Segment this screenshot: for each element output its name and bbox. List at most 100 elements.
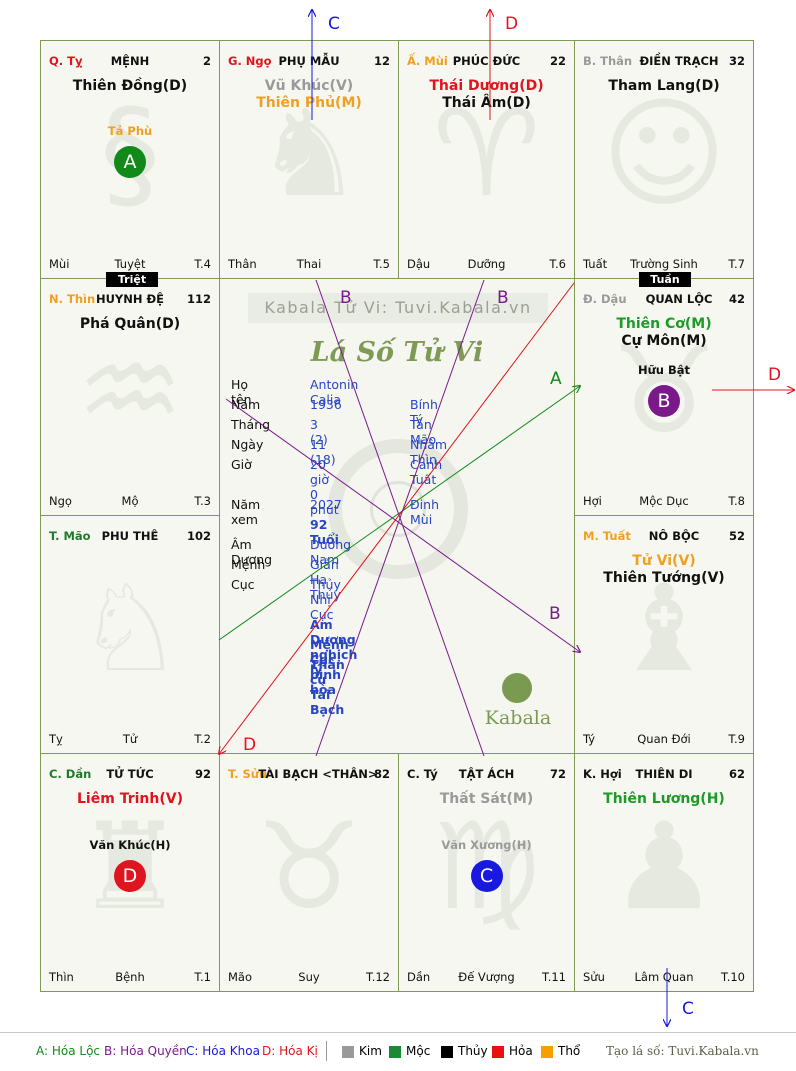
minor-star: Văn Xương(H)	[441, 838, 532, 852]
palace-number: 92	[194, 767, 211, 781]
foot-right: T.7	[728, 257, 745, 271]
foot-left: Thìn	[49, 970, 74, 984]
palace-stem: C. Dần	[49, 767, 92, 781]
foot-center: Tuyệt	[114, 257, 146, 271]
palace-number: 32	[728, 54, 745, 68]
row-label: Năm	[231, 397, 261, 412]
ox-icon: ♉	[255, 797, 363, 937]
row-label: Cục	[231, 577, 255, 592]
foot-right: T.12	[366, 970, 390, 984]
palace-tai-bach: ♉ T. Sửu TÀI BẠCH <THÂN> 82 Mão Suy T.12	[219, 753, 399, 992]
foot-center: Thai	[296, 257, 322, 271]
palace-stem: Ấ. Mùi	[407, 54, 448, 68]
row-value: Thủy Nhị Cục	[310, 577, 341, 622]
palace-number: 72	[549, 767, 566, 781]
goat-icon: ♈	[432, 84, 541, 224]
foot-left: Sửu	[583, 970, 605, 984]
minor-star: Hữu Bật	[637, 363, 691, 377]
arrow-label-c-bottom: C	[682, 999, 694, 1019]
palace-no-boc: ♝ M. Tuất NÔ BỘC 52 Tử Vi(V) Thiên Tướng(V…	[574, 515, 754, 754]
legend-moc: Mộc	[406, 1044, 431, 1058]
legend-hoa-loc: A: Hóa Lộc	[36, 1044, 101, 1058]
foot-center: Trường Sinh	[630, 257, 698, 271]
dog-icon: ♝	[610, 559, 718, 699]
hoa-khoa-badge: C	[470, 860, 503, 892]
foot-right: T.9	[728, 732, 745, 746]
foot-center: Bệnh	[115, 970, 145, 984]
palace-name: MỆNH	[110, 54, 150, 68]
main-star: Vũ Khúc(V)	[264, 78, 354, 94]
foot-right: T.6	[549, 257, 566, 271]
foot-left: Tý	[583, 732, 596, 746]
palace-stem: N. Thìn	[49, 292, 96, 306]
row-value-2: Canh Tuất	[410, 457, 443, 487]
kabala-logo-text: Kabala	[484, 707, 552, 729]
tuan-tag: Tuần	[639, 272, 691, 287]
foot-right: T.11	[542, 970, 566, 984]
year-value: 2027	[310, 497, 342, 512]
pig-icon: ♟	[610, 797, 718, 937]
foot-left: Dậu	[407, 257, 431, 271]
row-value: 1936	[310, 397, 342, 412]
palace-stem: B. Thân	[583, 54, 633, 68]
legend-hoa-quyen: B: Hóa Quyền	[104, 1044, 187, 1058]
moc-swatch	[389, 1046, 401, 1058]
palace-name: THIÊN DI	[635, 767, 693, 781]
row-label: Giờ	[231, 457, 252, 472]
foot-left: Tuất	[583, 257, 608, 271]
palace-number: 82	[373, 767, 390, 781]
foot-left: Thân	[228, 257, 257, 271]
palace-phu-the: ♘ T. Mão PHU THÊ 102 Tỵ Tử T.2	[40, 515, 220, 754]
main-star: Thiên Đồng(D)	[72, 78, 188, 94]
palace-name: NÔ BỘC	[648, 529, 700, 543]
palace-number: 22	[549, 54, 566, 68]
minor-star: Văn Khúc(H)	[89, 838, 171, 852]
palace-phuc-duc: ♈ Ấ. Mùi PHÚC ĐỨC 22 Thái Dương(D) Thái Âm…	[398, 40, 575, 279]
palace-thien-di: ♟ K. Hợi THIÊN DI 62 Thiên Lương(H) Sửu Lâm…	[574, 753, 754, 992]
main-star: Thất Sát(M)	[439, 791, 534, 807]
chart-title: Lá Số Tử Vi	[310, 337, 484, 368]
foot-left: Dần	[407, 970, 431, 984]
foot-center: Tử	[122, 732, 138, 746]
note: Thân cư Tài Bạch	[310, 657, 345, 717]
legend-tho: Thổ	[558, 1044, 581, 1058]
palace-stem: T. Mão	[49, 529, 91, 543]
site-link[interactable]: Tạo lá số: Tuvi.Kabala.vn	[606, 1044, 759, 1058]
foot-left: Tỵ	[49, 732, 63, 746]
legend-hoa-khoa: C: Hóa Khoa	[186, 1044, 260, 1058]
main-star: Thái Dương(D)	[429, 78, 544, 94]
triet-tag: Triệt	[106, 272, 158, 287]
palace-huynh-de: ♒ N. Thìn HUYNH ĐỆ 112 Phá Quân(D) Ngọ Mộ T.…	[40, 278, 220, 516]
year-value-2: Đinh Mùi	[410, 497, 440, 527]
palace-name: TÀI BẠCH <THÂN>	[258, 767, 378, 781]
foot-center: Đế Vượng	[458, 970, 515, 984]
legend-thuy: Thủy	[458, 1044, 488, 1058]
kim-swatch	[342, 1046, 354, 1058]
main-star: Tham Lang(D)	[608, 78, 720, 94]
palace-stem: Q. Tỵ	[49, 54, 83, 68]
legend-divider	[326, 1041, 327, 1061]
main-star: Thiên Cơ(M)	[616, 316, 712, 332]
year-label: Năm xem	[231, 497, 261, 527]
minor-star: Tả Phù	[107, 124, 153, 138]
dragon-icon: ♒	[76, 322, 184, 462]
hoa-quyen-badge: B	[648, 385, 680, 417]
palace-stem: G. Ngọ	[228, 54, 272, 68]
main-star: Liêm Trinh(V)	[77, 791, 183, 807]
main-star: Thiên Tướng(V)	[603, 570, 725, 586]
foot-left: Ngọ	[49, 494, 72, 508]
main-star: Thiên Phủ(M)	[256, 95, 362, 111]
palace-stem: T. Sửu	[228, 767, 268, 781]
kabala-logo-icon	[502, 673, 532, 703]
palace-number: 42	[728, 292, 745, 306]
palace-number: 52	[728, 529, 745, 543]
palace-name: TẬT ÁCH	[458, 767, 515, 781]
monkey-icon: ☺	[601, 84, 727, 224]
foot-center: Dưỡng	[467, 257, 506, 271]
monkey-icon: ♞	[255, 84, 363, 224]
site-watermark: Kabala Tử Vi: Tuvi.Kabala.vn	[248, 293, 548, 323]
